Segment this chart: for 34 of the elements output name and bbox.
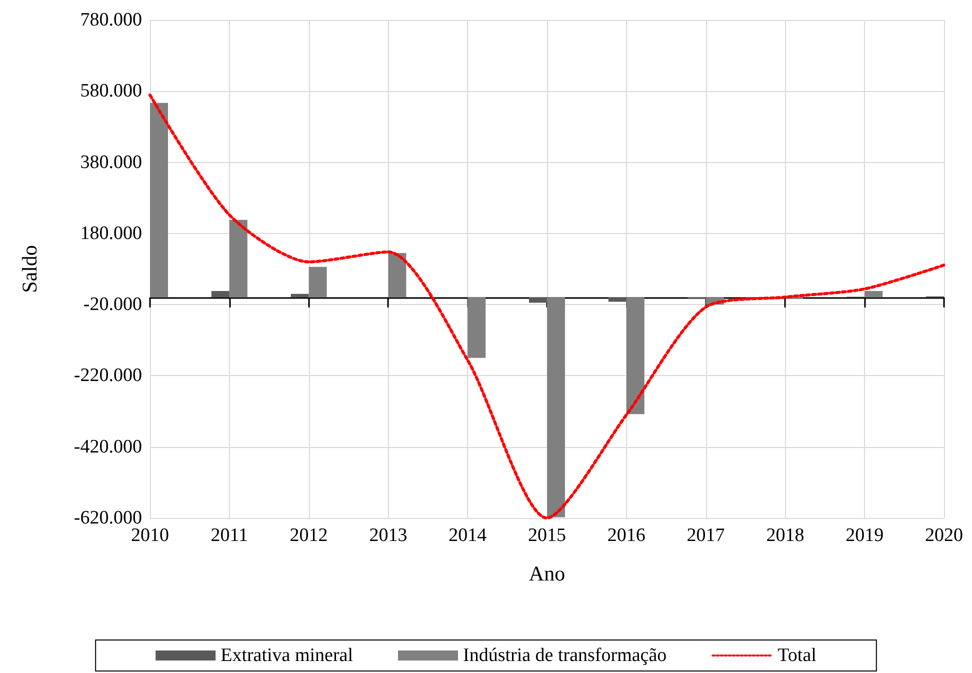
x-tick-label: 2016 bbox=[607, 525, 646, 546]
y-tick-label: 580.000 bbox=[80, 80, 142, 102]
bar bbox=[308, 266, 327, 298]
bar bbox=[626, 297, 644, 414]
x-axis-title: Ano bbox=[528, 562, 566, 586]
x-tick-label: 2017 bbox=[686, 525, 725, 546]
x-tick-label: 2019 bbox=[846, 525, 884, 546]
bar bbox=[864, 291, 883, 298]
x-tick-label: 2013 bbox=[369, 525, 408, 546]
legend-label: Total bbox=[778, 645, 816, 666]
bar bbox=[211, 291, 230, 298]
x-tick-label: 2014 bbox=[448, 525, 488, 546]
y-tick-label: -420.000 bbox=[74, 436, 142, 458]
x-tick-label: 2015 bbox=[528, 525, 566, 546]
bar bbox=[608, 297, 626, 302]
bar bbox=[547, 297, 565, 518]
y-tick-label: -20.000 bbox=[83, 294, 142, 316]
x-tick-label: 2012 bbox=[290, 525, 328, 546]
x-tick-label: 2011 bbox=[210, 525, 248, 546]
bar bbox=[229, 220, 248, 298]
x-tick-label: 2020 bbox=[925, 525, 963, 546]
y-tick-label: 180.000 bbox=[80, 222, 142, 244]
bar bbox=[388, 252, 406, 298]
legend-label: Indústria de transformação bbox=[463, 645, 667, 666]
y-tick-label: 380.000 bbox=[80, 152, 142, 173]
bar bbox=[150, 102, 168, 298]
y-tick-label: 780.000 bbox=[80, 10, 142, 30]
y-tick-label: -220.000 bbox=[74, 365, 142, 386]
y-axis-title: Saldo bbox=[18, 245, 42, 293]
bar bbox=[290, 294, 309, 298]
x-tick-label: 2018 bbox=[766, 525, 804, 546]
bar bbox=[529, 297, 547, 303]
bar bbox=[468, 297, 486, 358]
legend-label: Extrativa mineral bbox=[220, 645, 354, 666]
